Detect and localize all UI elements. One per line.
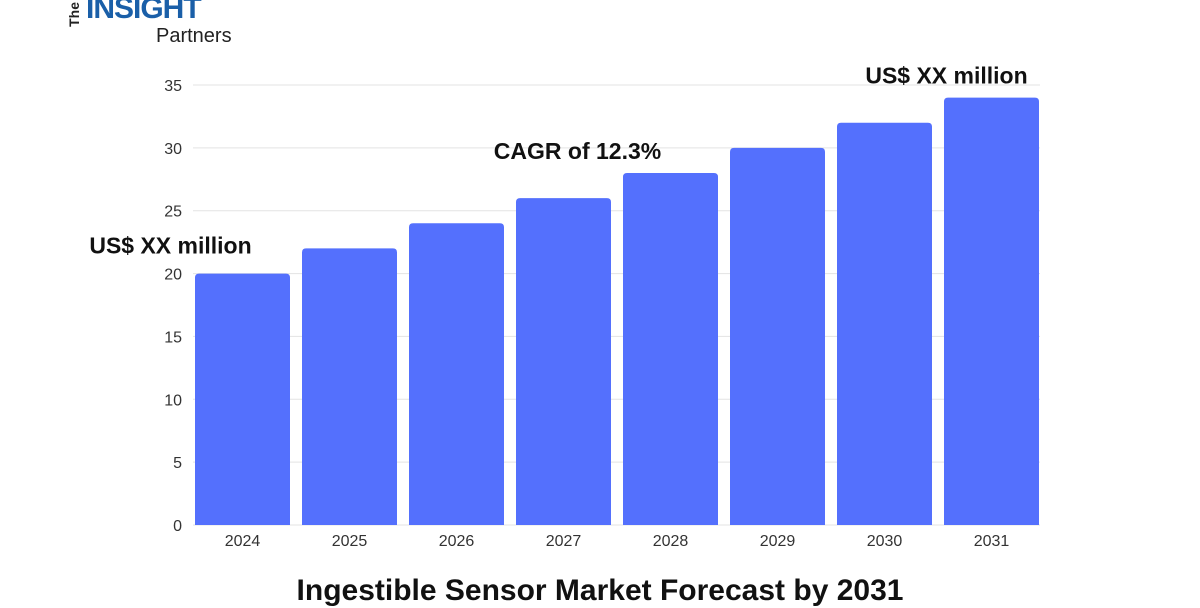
annotation: US$ XX million	[865, 63, 1027, 89]
bar	[944, 97, 1039, 526]
x-tick-label: 2028	[653, 533, 689, 550]
x-tick-label: 2029	[760, 533, 796, 550]
logo-partners: Partners	[156, 25, 232, 47]
x-tick-label: 2031	[974, 533, 1010, 550]
x-tick-label: 2027	[546, 533, 582, 550]
logo-insight: INSIGHT	[86, 0, 202, 25]
x-tick-label: 2026	[439, 533, 475, 550]
y-tick-label: 35	[164, 78, 182, 95]
y-tick-label: 10	[164, 392, 182, 409]
y-tick-label: 20	[164, 267, 182, 284]
bar	[623, 173, 718, 525]
x-tick-label: 2024	[225, 533, 261, 550]
bar	[516, 198, 611, 525]
x-tick-label: 2025	[332, 533, 368, 550]
bar	[837, 122, 932, 525]
y-tick-label: 25	[164, 204, 182, 221]
y-tick-label: 5	[173, 455, 182, 472]
y-tick-label: 0	[173, 518, 182, 535]
bar	[302, 248, 397, 525]
chart-title: Ingestible Sensor Market Forecast by 203…	[296, 574, 904, 607]
logo: The INSIGHT Partners	[66, 0, 286, 50]
bar	[195, 273, 290, 525]
y-tick-label: 15	[164, 329, 182, 346]
annotation: US$ XX million	[89, 233, 251, 259]
x-tick-label: 2030	[867, 533, 903, 550]
bar	[409, 223, 504, 526]
bar	[730, 147, 825, 525]
y-tick-label: 30	[164, 141, 182, 158]
annotation: CAGR of 12.3%	[494, 138, 661, 164]
